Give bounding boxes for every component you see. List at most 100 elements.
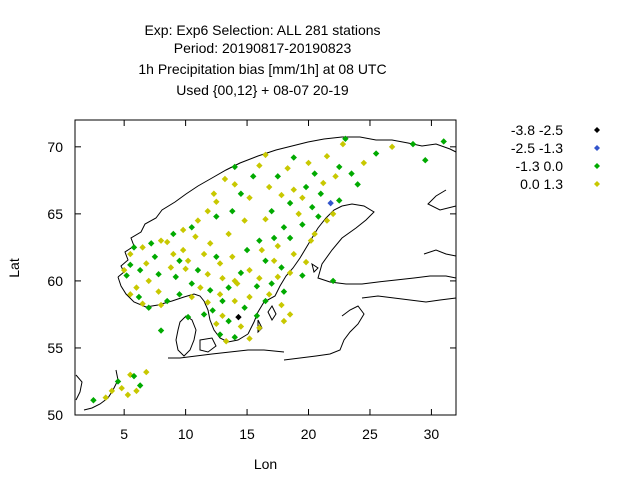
data-point xyxy=(194,217,202,224)
data-point xyxy=(250,173,257,180)
data-point xyxy=(216,331,224,338)
data-point xyxy=(286,269,294,277)
data-point xyxy=(274,173,281,180)
data-point xyxy=(157,327,165,334)
data-point xyxy=(336,163,343,171)
data-point xyxy=(278,264,285,271)
y-tick-label: 65 xyxy=(47,206,63,222)
data-point xyxy=(262,297,269,305)
chart-title-line-4: Used {00,12} + 08-07 20-19 xyxy=(176,82,349,98)
data-point xyxy=(206,287,214,294)
data-point xyxy=(302,183,310,191)
data-point xyxy=(204,207,211,215)
data-point xyxy=(284,165,291,172)
data-point xyxy=(184,257,192,264)
data-point xyxy=(262,216,269,223)
data-point xyxy=(265,291,273,298)
data-point xyxy=(290,154,297,161)
data-point xyxy=(127,261,134,269)
data-point xyxy=(262,257,269,264)
data-point xyxy=(311,170,318,177)
data-point xyxy=(135,293,143,301)
data-point xyxy=(231,277,238,285)
data-point xyxy=(388,143,396,151)
data-point xyxy=(258,246,266,254)
data-point xyxy=(216,260,224,267)
data-point xyxy=(170,230,177,238)
data-point xyxy=(157,301,165,309)
data-point xyxy=(210,190,218,197)
data-point xyxy=(127,250,134,258)
data-point xyxy=(320,179,327,187)
data-point xyxy=(253,283,261,290)
data-point xyxy=(184,313,192,321)
chart-title-line-2: Period: 20190817-20190823 xyxy=(173,40,352,56)
data-point xyxy=(309,203,316,211)
data-point xyxy=(360,159,368,167)
y-tick-label: 50 xyxy=(47,407,63,423)
data-point xyxy=(372,150,380,157)
data-point xyxy=(179,246,187,254)
x-tick-label: 10 xyxy=(178,426,194,442)
data-point xyxy=(102,394,109,401)
data-point xyxy=(299,194,306,201)
data-point xyxy=(290,250,297,258)
data-point xyxy=(270,234,278,242)
y-tick-label: 60 xyxy=(47,273,63,289)
data-point xyxy=(219,275,226,282)
data-point xyxy=(148,240,155,247)
data-point xyxy=(422,157,429,164)
data-point xyxy=(155,288,162,295)
data-point xyxy=(348,170,355,177)
data-point xyxy=(213,213,220,220)
data-point xyxy=(280,317,288,325)
data-point xyxy=(213,198,220,205)
data-point xyxy=(274,242,281,250)
legend-marker xyxy=(594,145,600,151)
data-point xyxy=(243,246,251,254)
data-point xyxy=(155,271,162,278)
data-point xyxy=(231,163,238,171)
data-point xyxy=(354,181,361,188)
data-point xyxy=(179,226,187,234)
data-point xyxy=(265,183,273,191)
data-point xyxy=(323,153,331,160)
data-point xyxy=(133,284,140,291)
x-tick-label: 20 xyxy=(301,426,317,442)
data-point xyxy=(268,280,275,287)
data-point xyxy=(286,199,294,207)
data-point xyxy=(216,291,224,298)
x-tick-label: 5 xyxy=(120,426,128,442)
legend-marker xyxy=(594,127,600,133)
data-point xyxy=(290,186,297,193)
data-point xyxy=(311,230,318,238)
data-point xyxy=(299,221,306,228)
data-point xyxy=(188,224,195,231)
data-point xyxy=(256,324,263,332)
x-axis-label: Lon xyxy=(254,456,277,472)
data-point xyxy=(176,257,183,264)
x-tick-label: 15 xyxy=(239,426,255,442)
data-point xyxy=(170,250,177,258)
data-point xyxy=(130,244,138,251)
data-point xyxy=(139,300,146,307)
data-point xyxy=(213,253,220,260)
data-point xyxy=(133,387,140,395)
data-point xyxy=(204,271,211,278)
data-point xyxy=(286,234,294,242)
data-point xyxy=(118,384,125,392)
legend-label: -2.5 -1.3 xyxy=(511,140,563,156)
data-point xyxy=(256,162,263,169)
data-point xyxy=(194,266,202,274)
data-point xyxy=(145,304,152,311)
data-point xyxy=(246,266,253,274)
y-tick-label: 55 xyxy=(47,340,63,356)
data-point xyxy=(256,275,263,282)
data-point xyxy=(182,265,189,273)
y-tick-label: 70 xyxy=(47,139,63,155)
data-point xyxy=(315,213,322,220)
data-point xyxy=(295,210,302,218)
data-point xyxy=(280,224,288,231)
data-point xyxy=(225,230,232,238)
